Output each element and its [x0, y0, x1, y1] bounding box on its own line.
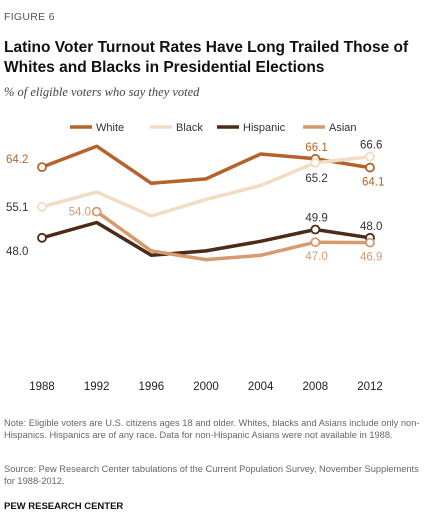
data-label-asian-1992: 54.0 [69, 207, 91, 219]
data-label-white-2008: 66.1 [305, 142, 327, 154]
figure-label: FIGURE 6 [4, 11, 55, 23]
data-label-hispanic-2008: 49.9 [305, 213, 327, 225]
legend-label-asian: Asian [329, 122, 357, 134]
legend-label-hispanic: Hispanic [243, 122, 286, 134]
legend-label-white: White [96, 122, 124, 134]
data-labels: 64.2 55.1 48.0 54.0 66.1 65.2 49.9 47.0 66.6 64.1… [6, 140, 384, 264]
data-point-asian-1992 [91, 206, 102, 217]
data-point-white-2012 [365, 162, 375, 173]
data-label-white-2012: 64.1 [362, 177, 384, 189]
data-label-asian-2012: 46.9 [360, 252, 382, 264]
data-label-black-2012: 66.6 [360, 140, 382, 152]
chart-source: Source: Pew Research Center tabulations … [4, 464, 419, 486]
series-lines [40, 144, 372, 262]
data-point-asian-2012 [365, 237, 375, 248]
data-point-hispanic-1988 [37, 232, 47, 243]
data-label-hispanic-1988: 48.0 [6, 246, 28, 258]
legend-item-black: Black [150, 122, 203, 134]
legend: White Black Hispanic Asian [70, 122, 357, 134]
legend-item-hispanic: Hispanic [217, 122, 286, 134]
chart-subtitle: % of eligible voters who say they voted [4, 85, 200, 99]
series-line-asian [94, 209, 372, 262]
series-markers [37, 151, 375, 248]
series-line-black [40, 154, 372, 218]
data-label-black-1988: 55.1 [6, 202, 28, 214]
chart-note: Note: Eligible voters are U.S. citizens … [4, 418, 420, 440]
x-tick-label-2004: 2004 [248, 381, 274, 393]
x-tick-label-2000: 2000 [193, 381, 219, 393]
line-chart: White Black Hispanic Asian 64.2 55.1 48.0 54.0… [6, 122, 384, 393]
data-point-black-2012 [365, 151, 375, 162]
x-tick-label-1996: 1996 [139, 381, 165, 393]
legend-item-white: White [70, 122, 124, 134]
data-label-black-2008: 65.2 [305, 173, 327, 185]
data-label-hispanic-2012: 48.0 [360, 221, 382, 233]
data-point-hispanic-2008 [310, 224, 321, 235]
x-tick-label-1992: 1992 [84, 381, 110, 393]
legend-label-black: Black [176, 122, 203, 134]
chart-title: Latino Voter Turnout Rates Have Long Tra… [4, 39, 409, 76]
data-point-white-1988 [37, 162, 47, 173]
organization-credit: PEW RESEARCH CENTER [4, 501, 124, 512]
x-axis: 1988 1992 1996 2000 2004 2008 2012 [29, 381, 383, 393]
data-point-black-2008 [310, 157, 321, 168]
legend-item-asian: Asian [303, 122, 357, 134]
data-label-white-1988: 64.2 [6, 154, 28, 166]
x-tick-label-2012: 2012 [357, 381, 383, 393]
x-tick-label-2008: 2008 [303, 381, 329, 393]
data-label-asian-2008: 47.0 [305, 251, 327, 263]
data-point-black-1988 [37, 201, 47, 212]
x-tick-label-1988: 1988 [29, 381, 55, 393]
data-point-asian-2008 [310, 237, 321, 248]
